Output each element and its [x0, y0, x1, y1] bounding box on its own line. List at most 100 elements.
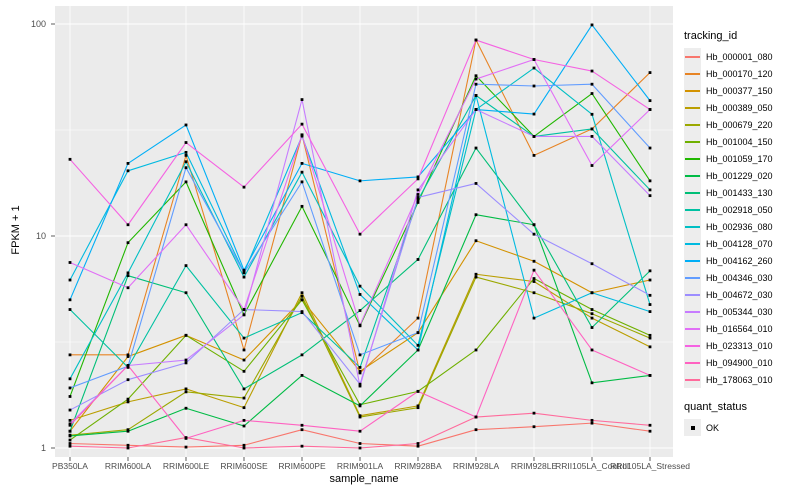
legend-key-line-icon [685, 361, 700, 364]
legend-item-label: Hb_000389_050 [706, 102, 773, 113]
x-axis-title: sample_name [329, 473, 399, 485]
x-tick-label: RRIM928LE [510, 461, 558, 471]
legend-item: Hb_001229_020 [684, 167, 773, 184]
legend-key [684, 218, 701, 235]
x-tick-label: RRIM928LA [452, 461, 500, 471]
legend-key [684, 286, 701, 303]
legend-item-label: Hb_178063_010 [706, 374, 773, 385]
x-tick-label: RRIM600SE [220, 461, 268, 471]
legend-item-label: Hb_000679_220 [706, 119, 773, 130]
legend-item-label: Hb_004162_260 [706, 255, 773, 266]
legend-key [684, 65, 701, 82]
legend-key [684, 354, 701, 371]
legend-item: Hb_178063_010 [684, 371, 773, 388]
legend-item: Hb_000679_220 [684, 116, 773, 133]
legend-key [684, 371, 701, 388]
legend-key-line-icon [685, 123, 700, 126]
legend-item-label: Hb_004128_070 [706, 238, 773, 249]
y-tick-label: 100 [30, 18, 46, 29]
legend-item-label: Hb_023313_010 [706, 340, 773, 351]
legend-key [684, 201, 701, 218]
x-tick-label: RRIM928BA [394, 461, 442, 471]
legend-item-label: Hb_000001_080 [706, 51, 773, 62]
legend-key-line-icon [685, 157, 700, 160]
legend-item: Hb_004346_030 [684, 269, 773, 286]
legend-item-quant-ok: OK [684, 419, 773, 436]
legend-key-line-icon [685, 242, 700, 245]
legend-item: Hb_004128_070 [684, 235, 773, 252]
y-tick-label: 1 [40, 442, 46, 453]
legend-item-label: Hb_001229_020 [706, 170, 773, 181]
legend-item-label: Hb_001004_150 [706, 136, 773, 147]
legend-key [684, 82, 701, 99]
legend-item: Hb_001433_130 [684, 184, 773, 201]
legend-item: Hb_016564_010 [684, 320, 773, 337]
legend-key-line-icon [685, 72, 700, 75]
legend-key [684, 133, 701, 150]
legend-item: Hb_094900_010 [684, 354, 773, 371]
legend-item-label: Hb_001059_170 [706, 153, 773, 164]
legend-key-line-icon [685, 344, 700, 347]
legend-item-label: Hb_000170_120 [706, 68, 773, 79]
legend-item-label: Hb_001433_130 [706, 187, 773, 198]
legend-key-line-icon [685, 293, 700, 296]
legend-key [684, 99, 701, 116]
legend-key [684, 252, 701, 269]
legend-item-label: Hb_002918_050 [706, 204, 773, 215]
legend-key-line-icon [685, 55, 700, 58]
legend-key-line-icon [685, 276, 700, 279]
legend-key-line-icon [685, 225, 700, 228]
legend-key [684, 184, 701, 201]
legend-key [684, 303, 701, 320]
legend-item: Hb_001004_150 [684, 133, 773, 150]
legend-item: Hb_000001_080 [684, 48, 773, 65]
quant-status-label: OK [706, 422, 720, 433]
legend-item: Hb_004672_030 [684, 286, 773, 303]
legend-key [684, 320, 701, 337]
legend-key-line-icon [685, 191, 700, 194]
legend-item-label: Hb_002936_080 [706, 221, 773, 232]
legend-item: Hb_000377_150 [684, 82, 773, 99]
x-tick-label: RRII105LA_Control [555, 461, 629, 471]
legend-key [684, 48, 701, 65]
legend-item-list: Hb_000001_080 Hb_000170_120 Hb_000377_150 H… [684, 48, 773, 388]
x-tick-label: RRIM901LA [336, 461, 384, 471]
legend-key [684, 269, 701, 286]
legend-item: Hb_001059_170 [684, 150, 773, 167]
y-tick-label: 10 [35, 230, 46, 241]
legend-item-label: Hb_094900_010 [706, 357, 773, 368]
legend-key-line-icon [685, 378, 700, 381]
legend-key-line-icon [685, 174, 700, 177]
x-tick-label: RRIM600LA [104, 461, 152, 471]
x-tick-label: PB350LA [52, 461, 88, 471]
x-tick-label: RRII105LA_Stressed [610, 461, 690, 471]
legend-key-line-icon [685, 89, 700, 92]
x-tick-label: RRIM600LE [162, 461, 210, 471]
legend-key-line-icon [685, 106, 700, 109]
legend-key-line-icon [685, 327, 700, 330]
legend-item-label: Hb_016564_010 [706, 323, 773, 334]
point-marker-icon [690, 425, 695, 430]
legend-key [684, 116, 701, 133]
legend-item: Hb_004162_260 [684, 252, 773, 269]
legend-key-line-icon [685, 259, 700, 262]
x-tick-label: RRIM600PE [278, 461, 326, 471]
legend-item: Hb_000170_120 [684, 65, 773, 82]
legend-key-line-icon [685, 140, 700, 143]
legend-title-tracking-id: tracking_id [684, 30, 738, 42]
legend-key-line-icon [685, 208, 700, 211]
legend-item: Hb_023313_010 [684, 337, 773, 354]
legend-item: Hb_002936_080 [684, 218, 773, 235]
legend-title-quant-status: quant_status [684, 401, 747, 413]
legend: tracking_id Hb_000001_080 Hb_000170_120 Hb… [684, 30, 773, 436]
legend-item-label: Hb_004672_030 [706, 289, 773, 300]
point-marker-key [684, 419, 701, 436]
legend-key [684, 167, 701, 184]
legend-item-label: Hb_000377_150 [706, 85, 773, 96]
legend-item-label: Hb_004346_030 [706, 272, 773, 283]
legend-key-line-icon [685, 310, 700, 313]
legend-key [684, 337, 701, 354]
legend-item: Hb_005344_030 [684, 303, 773, 320]
